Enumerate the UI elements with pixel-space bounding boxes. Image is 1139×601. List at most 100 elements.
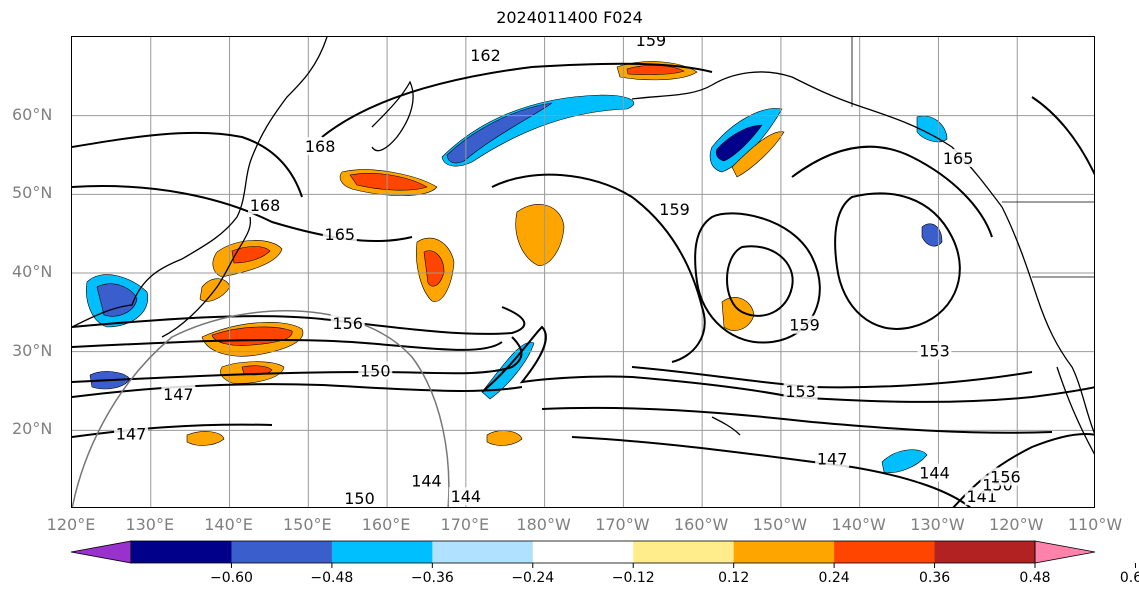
contour-150-east bbox=[541, 406, 1053, 434]
colorbar-tick-label: −0.48 bbox=[310, 570, 354, 586]
contour-label: 162 bbox=[470, 46, 501, 65]
contour-label: 150 bbox=[360, 361, 391, 380]
contour-label-bg bbox=[409, 471, 444, 490]
coast-kamchatka bbox=[371, 80, 414, 152]
map-canvas: 162 159 168 168 165 159 165 156 150 147 147 159 153 1… bbox=[72, 37, 1094, 508]
contour-label: 144 bbox=[411, 471, 442, 490]
latitude-label: 50°N bbox=[12, 183, 53, 203]
contour-loop-inner bbox=[726, 245, 794, 317]
shade-central-orange bbox=[515, 204, 565, 266]
shade-west-red bbox=[423, 250, 445, 287]
colorbar-tick-label: −0.36 bbox=[410, 570, 454, 586]
longitude-label: 160°E bbox=[361, 515, 411, 534]
contour-label-bg bbox=[917, 341, 952, 360]
coast-hawaii bbox=[711, 416, 741, 436]
longitude-label: 150°W bbox=[752, 515, 808, 534]
contour-159-main bbox=[491, 173, 706, 363]
contour-label: 156 bbox=[332, 314, 363, 333]
longitude-label: 130°E bbox=[125, 515, 175, 534]
contour-label-bg bbox=[247, 196, 282, 215]
contour-label: 153 bbox=[919, 342, 950, 361]
shade-s-orange bbox=[486, 430, 523, 446]
colorbar-segment bbox=[834, 541, 936, 563]
longitude-label: 130°W bbox=[910, 515, 965, 534]
colorbar-tick-label: 0.60 bbox=[1119, 570, 1139, 586]
coastlines bbox=[72, 37, 1094, 455]
latitude-label: 30°N bbox=[12, 340, 53, 360]
contour-label-bg bbox=[342, 488, 377, 507]
colorbar-max-extend bbox=[1034, 540, 1096, 564]
longitude-label: 180°W bbox=[516, 515, 571, 534]
colorbar-tick-label: 0.48 bbox=[1019, 570, 1051, 586]
longitude-label: 140°E bbox=[204, 515, 253, 534]
shade-e-blue bbox=[921, 223, 943, 247]
contour-label: 165 bbox=[943, 149, 974, 168]
colorbar-segment bbox=[733, 541, 835, 563]
map-panel: 162 159 168 168 165 159 165 156 150 147 147 159 153 1… bbox=[71, 36, 1095, 508]
colorbar-outline bbox=[130, 540, 1036, 564]
contour-label-bg bbox=[917, 463, 952, 482]
contour-label: 144 bbox=[451, 487, 482, 506]
longitude-label: 170°W bbox=[595, 515, 650, 534]
latitude-label: 60°N bbox=[12, 104, 53, 124]
contour-label: 150 bbox=[344, 489, 375, 508]
contour-label-bg bbox=[468, 45, 503, 64]
shade-japan-sea-red bbox=[231, 246, 271, 264]
contour-label: 159 bbox=[789, 316, 820, 335]
contour-label: 153 bbox=[785, 382, 816, 401]
contour-stream bbox=[481, 325, 1094, 403]
contour-label-bg bbox=[448, 487, 483, 506]
shade-npac-lightblue bbox=[441, 94, 634, 167]
contour-162 bbox=[321, 62, 713, 138]
contour-label-bg bbox=[657, 200, 692, 219]
longitude-label: 120°W bbox=[989, 515, 1044, 534]
longitude-label: 140°W bbox=[831, 515, 886, 534]
contour-label-bg bbox=[161, 384, 196, 403]
shade-alaska-orange bbox=[731, 131, 785, 178]
shade-west-blue-japan-dark bbox=[96, 283, 138, 317]
shade-aleutian-red bbox=[626, 65, 685, 75]
longitude-label: 120°E bbox=[46, 515, 96, 534]
contour-label-bg bbox=[322, 225, 357, 244]
contour-label-bg bbox=[358, 361, 393, 380]
coast-north-america bbox=[1001, 206, 1094, 434]
contour-label-bg bbox=[941, 148, 976, 167]
contour-label: 168 bbox=[305, 137, 336, 156]
colorbar-segments bbox=[70, 540, 1136, 568]
latitude-label: 20°N bbox=[12, 419, 53, 439]
map-title: 2024011400 F024 bbox=[496, 8, 643, 27]
colorbar-segment bbox=[532, 541, 634, 563]
colorbar-tick-label: 0.24 bbox=[818, 570, 850, 586]
contour-label-bg bbox=[633, 37, 668, 49]
shade-ne-blue bbox=[916, 115, 948, 143]
contour-label-bg bbox=[783, 381, 818, 400]
contour-east-edge bbox=[1031, 96, 1094, 176]
contour-label: 159 bbox=[636, 37, 667, 50]
colorbar-tick-label: −0.24 bbox=[511, 570, 555, 586]
contour-label: 168 bbox=[250, 196, 281, 215]
contour-label: 147 bbox=[116, 424, 147, 443]
longitude-label: 170°E bbox=[440, 515, 490, 534]
contour-loop-159 bbox=[694, 212, 821, 344]
colorbar-tick-label: 0.36 bbox=[918, 570, 951, 586]
contour-165 bbox=[72, 185, 413, 242]
great-circle-arc bbox=[72, 310, 450, 507]
contour-label: 156 bbox=[990, 468, 1021, 487]
contour-label-bg bbox=[988, 467, 1023, 486]
contour-east-loop bbox=[834, 192, 961, 330]
contour-153-west bbox=[72, 338, 503, 351]
contour-label-bg bbox=[330, 314, 365, 333]
contour-label-bg bbox=[114, 424, 149, 443]
longitude-label: 150°E bbox=[282, 515, 332, 534]
longitude-label: 160°W bbox=[673, 515, 729, 534]
contour-label: 147 bbox=[163, 385, 194, 404]
contour-168 bbox=[72, 131, 303, 198]
border-canada bbox=[851, 37, 1094, 278]
colorbar-segment bbox=[231, 541, 333, 563]
contour-label: 159 bbox=[659, 200, 690, 219]
coast-baja bbox=[1056, 366, 1094, 455]
contour-147b bbox=[72, 423, 273, 438]
shade-sw-orange bbox=[186, 431, 225, 446]
latitude-label: 40°N bbox=[12, 262, 53, 281]
